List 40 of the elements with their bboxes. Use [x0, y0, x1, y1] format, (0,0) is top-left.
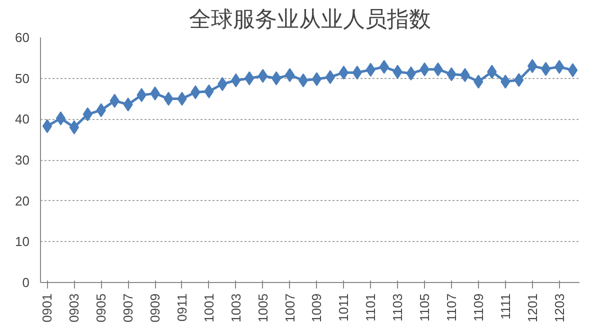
x-tick-label: 0907 — [120, 294, 136, 322]
x-tick-label: 1201 — [524, 294, 540, 322]
x-tick-label: 1203 — [552, 294, 567, 322]
y-tick-label: 40 — [15, 112, 30, 127]
x-tick-label: 1003 — [228, 294, 244, 322]
y-tick-label: 60 — [15, 30, 30, 45]
x-tick-label: 1101 — [363, 293, 378, 322]
point — [540, 62, 551, 76]
point — [325, 70, 336, 84]
chart-title: 全球服务业从业人员指数 — [189, 8, 431, 32]
y-tick-label: 10 — [15, 234, 30, 250]
point — [42, 119, 52, 134]
point — [298, 73, 308, 88]
point — [568, 63, 578, 78]
x-tick-label: 1109 — [470, 293, 486, 322]
point — [554, 60, 564, 74]
point — [69, 120, 80, 134]
point — [56, 111, 66, 126]
x-tick-label: 1107 — [444, 293, 459, 322]
x-tick-label: 1103 — [390, 293, 406, 322]
x-tick-label: 1105 — [417, 293, 432, 322]
y-tick-label: 30 — [15, 152, 30, 168]
x-tick-label: 1005 — [255, 294, 270, 322]
x-tick-label: 0905 — [94, 294, 109, 322]
x-tick-label: 0901 — [40, 294, 55, 322]
x-tick-label: 0911 — [174, 293, 190, 322]
x-tick-label: 1009 — [309, 294, 324, 322]
x-tick-label: 0909 — [148, 294, 163, 322]
point — [284, 68, 295, 82]
point — [312, 72, 322, 86]
point — [271, 71, 282, 86]
x-tick-label: 0903 — [66, 294, 82, 322]
x-tick-label: 1007 — [282, 294, 298, 322]
x-tick-label: 1111 — [498, 293, 513, 320]
y-tick-label: 0 — [22, 275, 30, 290]
y-tick-label: 50 — [15, 70, 30, 86]
point — [338, 66, 349, 80]
x-tick-label: 1001 — [201, 294, 216, 322]
y-tick-label: 20 — [15, 193, 30, 208]
x-tick-label: 1011 — [336, 293, 352, 322]
